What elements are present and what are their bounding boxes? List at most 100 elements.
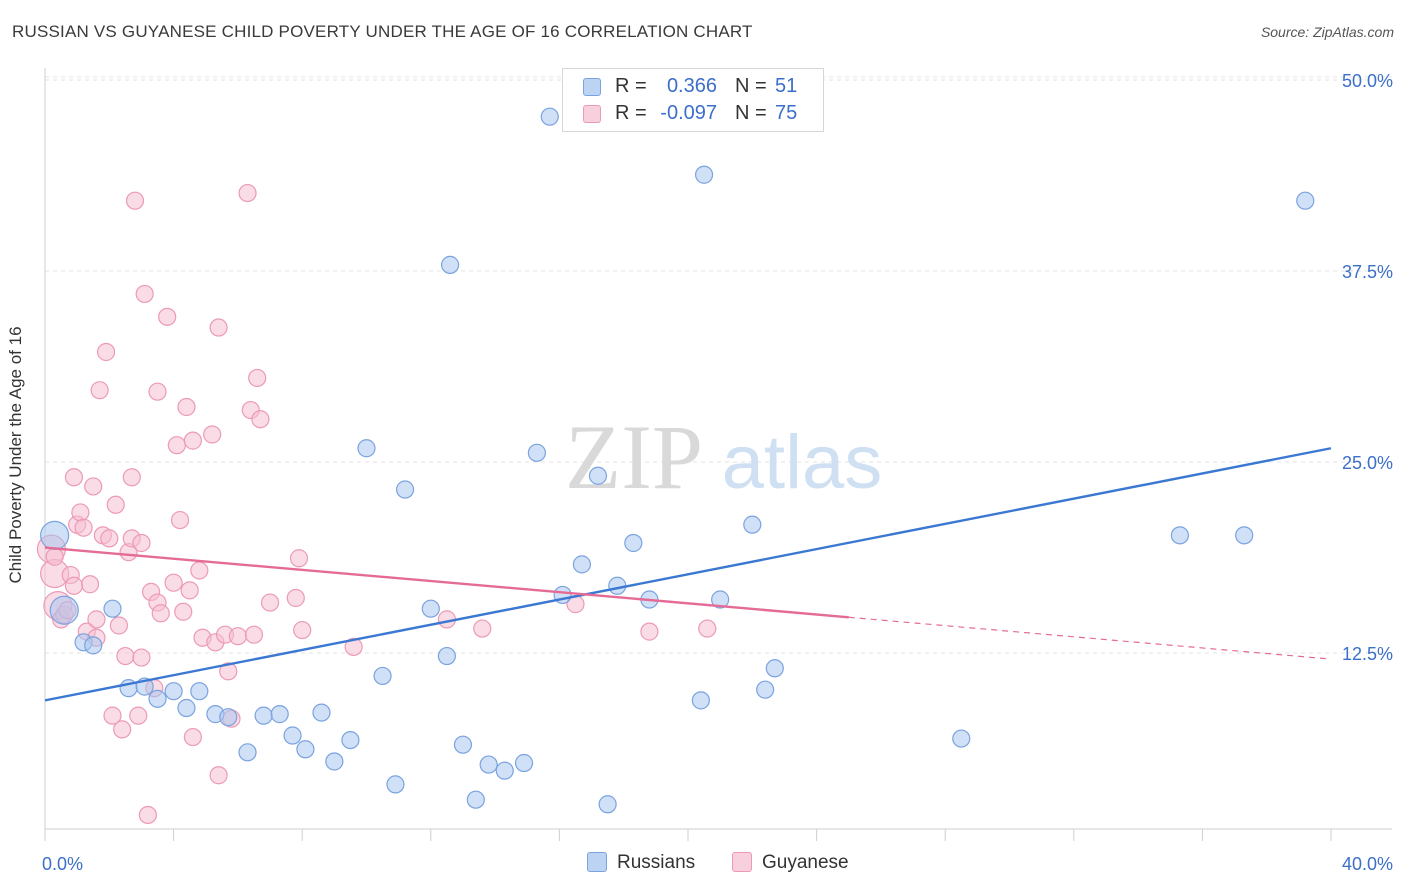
guyanese-trend-line [44, 546, 849, 619]
russians-point-47 [765, 659, 784, 678]
russians-point-48 [952, 729, 971, 748]
guyanese-point-48 [203, 425, 222, 444]
guyanese-legend-swatch [732, 852, 752, 872]
legend-n-value: 51 [775, 75, 798, 97]
russians-point-24 [395, 480, 415, 499]
y-tick-label-3: 50.0% [1342, 71, 1393, 91]
russians-point-49 [1170, 526, 1189, 545]
guyanese-point-37 [158, 307, 177, 326]
russians-point-28 [453, 735, 473, 754]
guyanese-point-23 [116, 646, 135, 666]
russians-point-46 [756, 680, 775, 699]
russians-point-37 [588, 466, 608, 485]
watermark: ZIP atlas [565, 406, 882, 508]
guyanese-point-39 [167, 436, 186, 455]
guyanese-point-20 [106, 495, 125, 514]
guyanese-point-3 [45, 547, 64, 566]
russians-point-22 [373, 666, 392, 686]
russians-point-51 [1296, 191, 1315, 210]
legend-n-value: 75 [775, 102, 798, 124]
axes [44, 68, 1392, 841]
russians-point-40 [624, 533, 643, 553]
russians-point-21 [357, 439, 376, 458]
guyanese-point-70 [698, 619, 717, 638]
guyanese-point-58 [244, 625, 264, 644]
guyanese-points [36, 183, 717, 825]
guyanese-point-31 [138, 805, 157, 825]
x-tick-labels: 0.0% 40.0% [42, 854, 1393, 874]
y-tick-labels: 12.5% 25.0% 37.5% 50.0% [1342, 71, 1393, 664]
russians-point-39 [608, 576, 627, 595]
guyanese-point-13 [84, 477, 103, 496]
guyanese-point-15 [90, 381, 109, 400]
guyanese-point-7 [64, 468, 84, 487]
gridlines [45, 76, 1392, 654]
trend-lines [44, 447, 1332, 702]
guyanese-point-69 [640, 622, 659, 641]
guyanese-point-19 [103, 706, 122, 725]
russians-point-26 [437, 646, 456, 666]
guyanese-point-22 [113, 720, 132, 739]
russians-point-9 [177, 698, 196, 718]
correlation-legend: R = 0.366 N = 51 R = -0.097 N = 75 [562, 68, 824, 132]
guyanese-point-21 [109, 616, 129, 635]
russians-point-42 [691, 691, 710, 710]
guyanese-point-35 [148, 382, 167, 401]
guyanese-point-41 [174, 602, 193, 621]
russians-point-45 [743, 515, 762, 534]
guyanese-point-10 [74, 518, 93, 537]
guyanese-point-74 [64, 576, 84, 595]
legend-r-label: R = [615, 75, 647, 97]
russians-point-34 [540, 107, 559, 126]
guyanese-point-62 [286, 588, 305, 608]
guyanese-point-36 [151, 604, 170, 623]
russians-point-33 [527, 443, 546, 462]
russians-point-38 [598, 795, 617, 814]
guyanese-point-64 [293, 620, 312, 640]
guyanese-point-40 [170, 510, 190, 530]
guyanese-point-42 [177, 397, 196, 417]
legend-r-value: -0.097 [660, 102, 717, 124]
legend-n-label: N = [735, 75, 767, 97]
legend-r-value: 0.366 [666, 75, 717, 97]
russians-points [40, 107, 1315, 814]
x-tick-label-min: 0.0% [42, 854, 83, 874]
guyanese-point-45 [183, 727, 202, 747]
legend-label-russians: Russians [617, 852, 696, 873]
guyanese-point-46 [190, 561, 209, 580]
guyanese-point-60 [251, 410, 270, 429]
russians-point-1 [49, 595, 79, 625]
legend-row-russians: R = 0.366 N = 51 [563, 73, 823, 101]
guyanese-point-50 [209, 766, 228, 785]
russians-point-29 [466, 790, 485, 809]
guyanese-point-51 [209, 318, 228, 337]
guyanese-point-61 [260, 593, 280, 612]
legend-row-guyanese: R = -0.097 N = 75 [563, 100, 823, 128]
guyanese-point-53 [219, 662, 238, 681]
russians-point-23 [386, 775, 405, 794]
russians-point-7 [148, 689, 167, 708]
guyanese-swatch [583, 105, 601, 123]
guyanese-point-59 [248, 368, 267, 388]
guyanese-point-28 [129, 706, 148, 725]
guyanese-point-29 [132, 533, 151, 553]
guyanese-trend-line-extension [848, 616, 1332, 660]
guyanese-point-55 [228, 627, 247, 646]
guyanese-point-73 [132, 648, 151, 667]
guyanese-point-67 [473, 619, 492, 638]
russians-legend-swatch [587, 852, 607, 872]
russians-point-19 [325, 752, 344, 771]
russians-point-32 [514, 753, 534, 773]
russians-point-4 [103, 599, 122, 618]
guyanese-point-63 [289, 549, 309, 568]
russians-point-3 [84, 636, 103, 655]
guyanese-point-43 [180, 581, 199, 600]
russians-point-18 [312, 703, 331, 722]
russians-point-17 [296, 740, 315, 759]
watermark-zip: ZIP [565, 406, 703, 508]
russians-swatch [583, 78, 601, 96]
y-tick-label-2: 37.5% [1342, 262, 1393, 282]
guyanese-point-65 [344, 637, 363, 656]
guyanese-point-30 [135, 284, 154, 304]
